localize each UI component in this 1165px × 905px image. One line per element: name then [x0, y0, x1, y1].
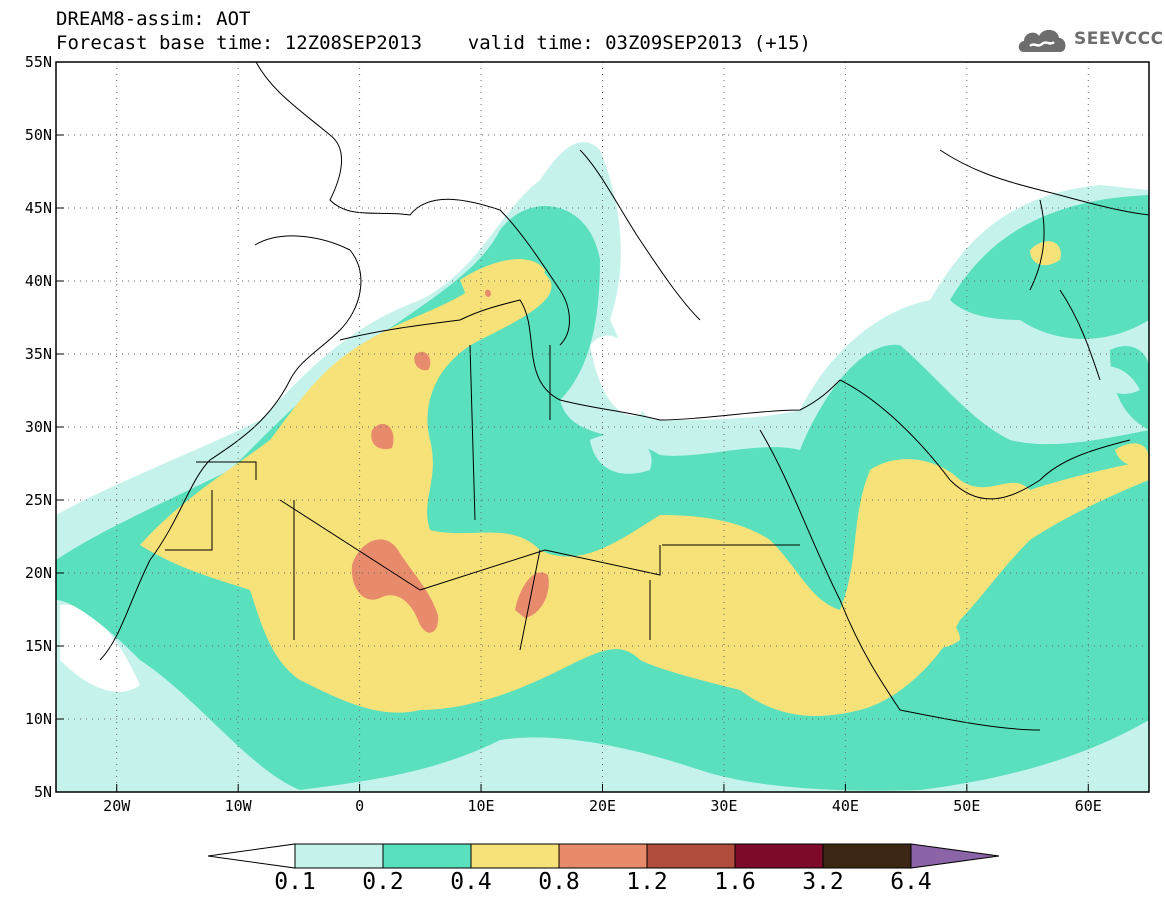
coastlines-and-borders	[99, 62, 1149, 731]
lat-tick-label: 45N	[25, 199, 52, 217]
lat-tick-label: 15N	[25, 637, 52, 655]
aot-level-3-fill	[140, 241, 1149, 716]
lat-tick-label: 5N	[34, 783, 52, 801]
colorbar-swatch	[382, 843, 472, 869]
map-gridlines	[56, 62, 1149, 792]
colorbar-swatch	[558, 843, 648, 869]
lat-tick-label: 10N	[25, 710, 52, 728]
map-axis-ticks: 20W 10W 0 10E 20E 30E 40E 50E 60E 55N 50N 45N 40N 35N…	[25, 53, 1102, 815]
lon-tick-label: 10E	[468, 797, 495, 815]
colorbar-label: 6.4	[890, 869, 932, 895]
lat-tick-label: 50N	[25, 126, 52, 144]
lon-tick-label: 20W	[103, 797, 131, 815]
lon-tick-label: 30E	[710, 797, 737, 815]
lon-tick-label: 10W	[225, 797, 253, 815]
colorbar-swatch	[822, 843, 912, 869]
colorbar-label: 0.4	[450, 869, 492, 895]
colorbar-swatch	[734, 843, 824, 869]
colorbar-swatch	[470, 843, 560, 869]
lat-tick-label: 40N	[25, 272, 52, 290]
colorbar-swatch	[294, 843, 384, 869]
lat-tick-label: 35N	[25, 345, 52, 363]
colorbar-label: 3.2	[802, 869, 844, 895]
lon-tick-label: 50E	[953, 797, 980, 815]
aot-level-4-fill	[351, 289, 549, 633]
forecast-time-line: Forecast base time: 12Z08SEP2013 valid t…	[56, 32, 811, 54]
lat-tick-label: 20N	[25, 564, 52, 582]
lon-tick-label: 60E	[1075, 797, 1102, 815]
colorbar-high-arrow	[910, 843, 1000, 869]
colorbar-label: 0.1	[274, 869, 316, 895]
seevccc-logo: SEEVCCC	[1016, 22, 1164, 56]
logo-text: SEEVCCC	[1074, 29, 1164, 49]
lat-tick-label: 30N	[25, 418, 52, 436]
lon-tick-label: 0	[355, 797, 364, 815]
lon-tick-label: 20E	[589, 797, 616, 815]
cloud-logo-icon	[1018, 29, 1066, 52]
lon-tick-label: 40E	[832, 797, 859, 815]
chart-title: DREAM8-assim: AOT	[56, 8, 251, 30]
colorbar-low-arrow	[207, 843, 296, 869]
colorbar-label: 0.2	[362, 869, 404, 895]
colorbar-swatch	[646, 843, 736, 869]
colorbar-label: 0.8	[538, 869, 580, 895]
lat-tick-label: 25N	[25, 491, 52, 509]
colorbar-label: 1.6	[714, 869, 756, 895]
aot-colorbar: 0.1 0.2 0.4 0.8 1.2 1.6 3.2 6.4	[207, 843, 1000, 895]
colorbar-label: 1.2	[626, 869, 668, 895]
lat-tick-label: 55N	[25, 53, 52, 71]
